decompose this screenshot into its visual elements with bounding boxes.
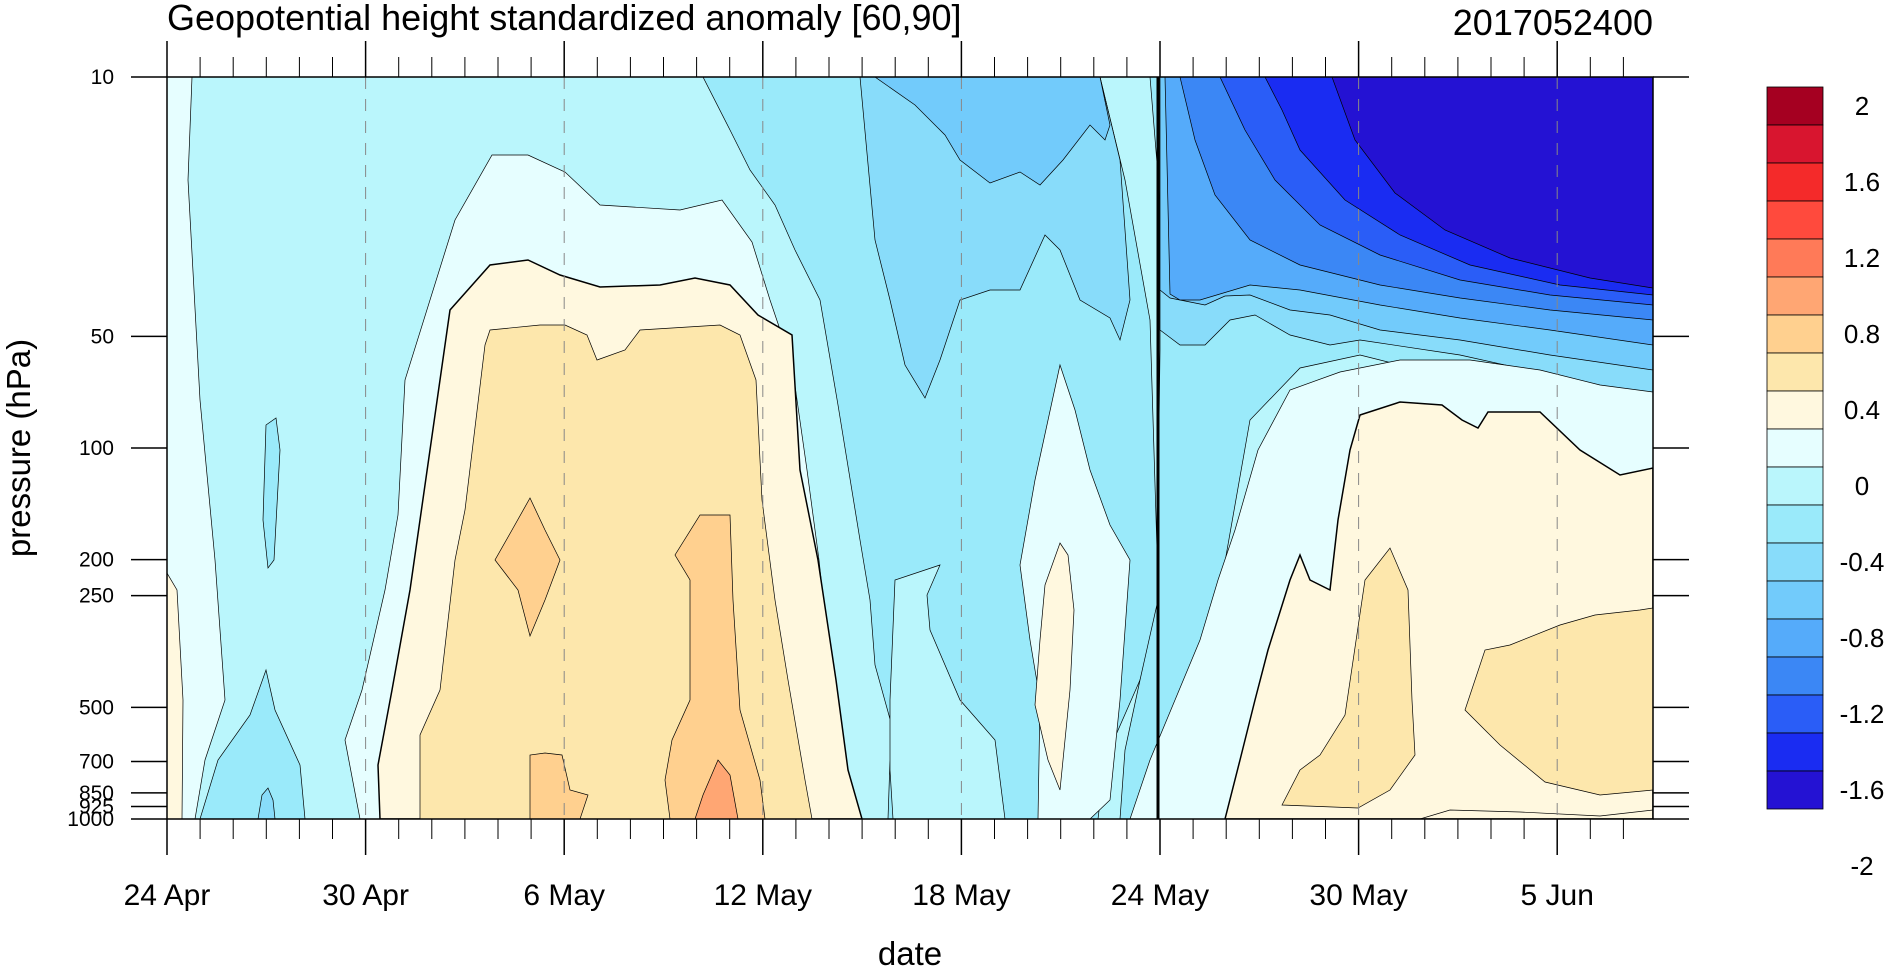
contour-may-08-b <box>664 514 766 819</box>
y-tick-label-2: 100 <box>79 437 114 460</box>
contour-left-edge-zero <box>167 77 226 819</box>
colorbar-label-4: 0.4 <box>1844 395 1880 425</box>
colorbar-box-8 <box>1766 390 1824 430</box>
contour-june-04-a <box>1281 547 1416 809</box>
colorbar-box-13 <box>1766 580 1824 620</box>
colorbar-box-4 <box>1766 238 1824 278</box>
y-tick-label-6: 700 <box>79 751 114 774</box>
colorbar-box-6 <box>1766 314 1824 354</box>
colorbar <box>1766 86 1824 810</box>
colorbar-label-2: 1.2 <box>1844 243 1880 273</box>
colorbar-label-9: -1.6 <box>1840 775 1885 805</box>
anomaly-field <box>167 77 1653 819</box>
colorbar-box-3 <box>1766 200 1824 240</box>
colorbar-box-12 <box>1766 542 1824 582</box>
x-axis-label: date <box>878 935 942 969</box>
x-tick-label-4: 18 May <box>912 879 1010 912</box>
x-tick-label-6: 30 May <box>1309 879 1407 912</box>
colorbar-box-1 <box>1766 124 1824 164</box>
y-tick-label-5: 500 <box>79 696 114 719</box>
colorbar-label-10: -2 <box>1850 851 1873 881</box>
x-tick-label-3: 12 May <box>714 879 812 912</box>
contour-mid-may-neg12 <box>874 77 1111 186</box>
contour-june-neg32 <box>1331 77 1653 289</box>
colorbar-label-7: -0.8 <box>1840 623 1885 653</box>
x-tick-label-7: 5 Jun <box>1521 879 1594 912</box>
vertical-gridlines <box>167 77 1558 819</box>
colorbar-box-10 <box>1766 466 1824 506</box>
run-label: 2017052400 <box>1453 2 1653 43</box>
colorbar-box-14 <box>1766 618 1824 658</box>
y-tick-label-0: 10 <box>91 66 114 89</box>
contour-blob-upper <box>262 417 281 569</box>
x-tick-labels: 24 Apr 30 Apr 6 May 12 May 18 May 24 May 30 Ma… <box>124 879 1594 912</box>
y-tick-label-4: 250 <box>79 585 114 608</box>
colorbar-box-15 <box>1766 656 1824 696</box>
colorbar-label-3: 0.8 <box>1844 319 1880 349</box>
x-major-ticks <box>166 41 1558 855</box>
contour-june-bottom <box>1419 809 1653 819</box>
colorbar-label-6: -0.4 <box>1840 547 1885 577</box>
colorbar-box-11 <box>1766 504 1824 544</box>
contour-blob-lower <box>199 668 306 819</box>
colorbar-box-5 <box>1766 276 1824 316</box>
contour-june-04-b <box>1464 607 1653 796</box>
contour-may-08-a <box>494 497 561 638</box>
colorbar-box-9 <box>1766 428 1824 468</box>
y-tick-label-1: 50 <box>91 325 114 348</box>
x-minor-ticks <box>199 57 1624 839</box>
colorbar-box-0 <box>1766 86 1824 126</box>
x-tick-label-2: 6 May <box>523 879 605 912</box>
colorbar-box-18 <box>1766 770 1824 810</box>
y-tick-label-8: 925 <box>79 795 114 818</box>
y-tick-label-9: 1000 <box>67 808 114 831</box>
x-tick-label-5: 24 May <box>1111 879 1209 912</box>
contour-may-12 <box>694 759 739 819</box>
y-tick-label-7: 850 <box>79 782 114 805</box>
y-tick-label-3: 200 <box>79 549 114 572</box>
y-axis-label: pressure (hPa) <box>0 339 37 557</box>
contour-may-04 <box>419 324 813 819</box>
colorbar-label-1: 1.6 <box>1844 167 1880 197</box>
colorbar-box-7 <box>1766 352 1824 392</box>
x-tick-label-0: 24 Apr <box>124 879 211 912</box>
colorbar-label-8: -1.2 <box>1840 699 1885 729</box>
y-ticks <box>131 76 1689 820</box>
contour-blob-lower-inner <box>257 787 276 819</box>
contour-may21-pos <box>1034 542 1075 791</box>
colorbar-label-5: 0 <box>1855 471 1869 501</box>
colorbar-label-0: 2 <box>1855 91 1869 121</box>
colorbar-box-17 <box>1766 732 1824 772</box>
chart-title: Geopotential height standardized anomaly… <box>167 0 962 38</box>
x-tick-label-1: 30 Apr <box>322 879 409 912</box>
colorbar-box-2 <box>1766 162 1824 202</box>
colorbar-labels: 2 1.6 1.2 0.8 0.4 0 -0.4 -0.8 -1.2 -1.6 -2 <box>1840 91 1885 881</box>
contour-left-edge-pos <box>167 572 184 819</box>
contour-may-08-c <box>529 752 589 819</box>
colorbar-box-16 <box>1766 694 1824 734</box>
